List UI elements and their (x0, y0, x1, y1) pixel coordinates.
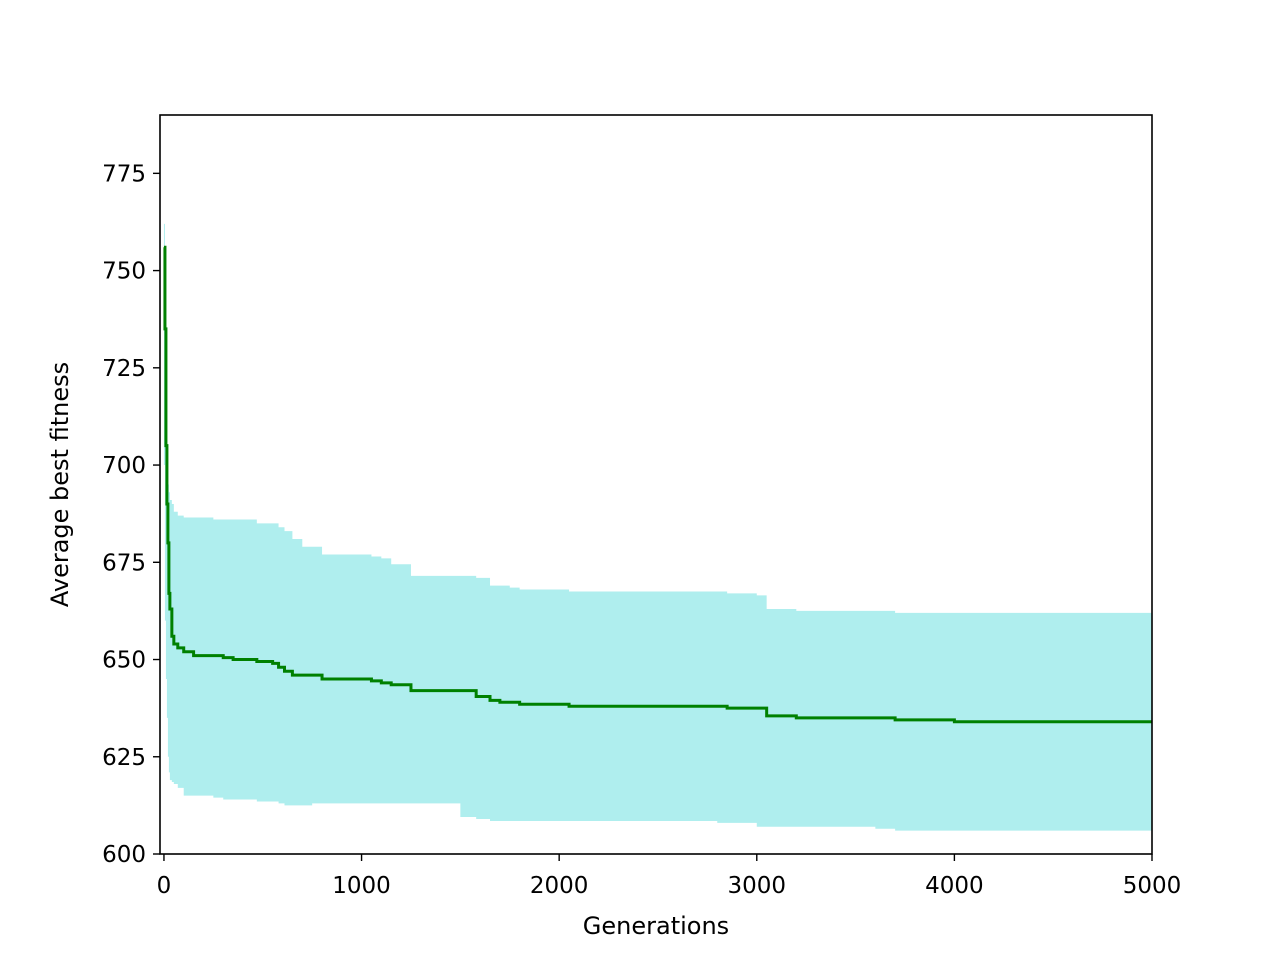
x-axis: 0 1000 2000 3000 4000 5000 (157, 854, 1182, 899)
y-tick-label: 750 (102, 259, 146, 285)
y-tick-label: 725 (102, 356, 146, 382)
y-axis-title: Average best fitness (46, 362, 74, 607)
y-tick-label: 675 (102, 550, 146, 576)
axes-frame (159, 114, 1153, 855)
x-tick-label: 2000 (530, 873, 589, 899)
y-tick-label: 700 (102, 453, 146, 479)
x-tick-label: 4000 (925, 873, 984, 899)
y-tick-label: 600 (102, 842, 146, 868)
x-axis-title: Generations (583, 912, 729, 940)
y-tick-label: 625 (102, 745, 146, 771)
x-tick-label: 1000 (332, 873, 391, 899)
x-tick-label: 5000 (1123, 873, 1182, 899)
y-tick-label: 650 (102, 648, 146, 674)
std-band (163, 223, 1152, 831)
y-tick-label: 775 (102, 161, 146, 187)
mean-line (163, 245, 1152, 724)
x-tick-label: 3000 (728, 873, 787, 899)
x-tick-label: 0 (157, 873, 172, 899)
y-axis: 600 625 650 675 700 725 750 775 (102, 161, 160, 868)
plot-area (163, 223, 1152, 831)
